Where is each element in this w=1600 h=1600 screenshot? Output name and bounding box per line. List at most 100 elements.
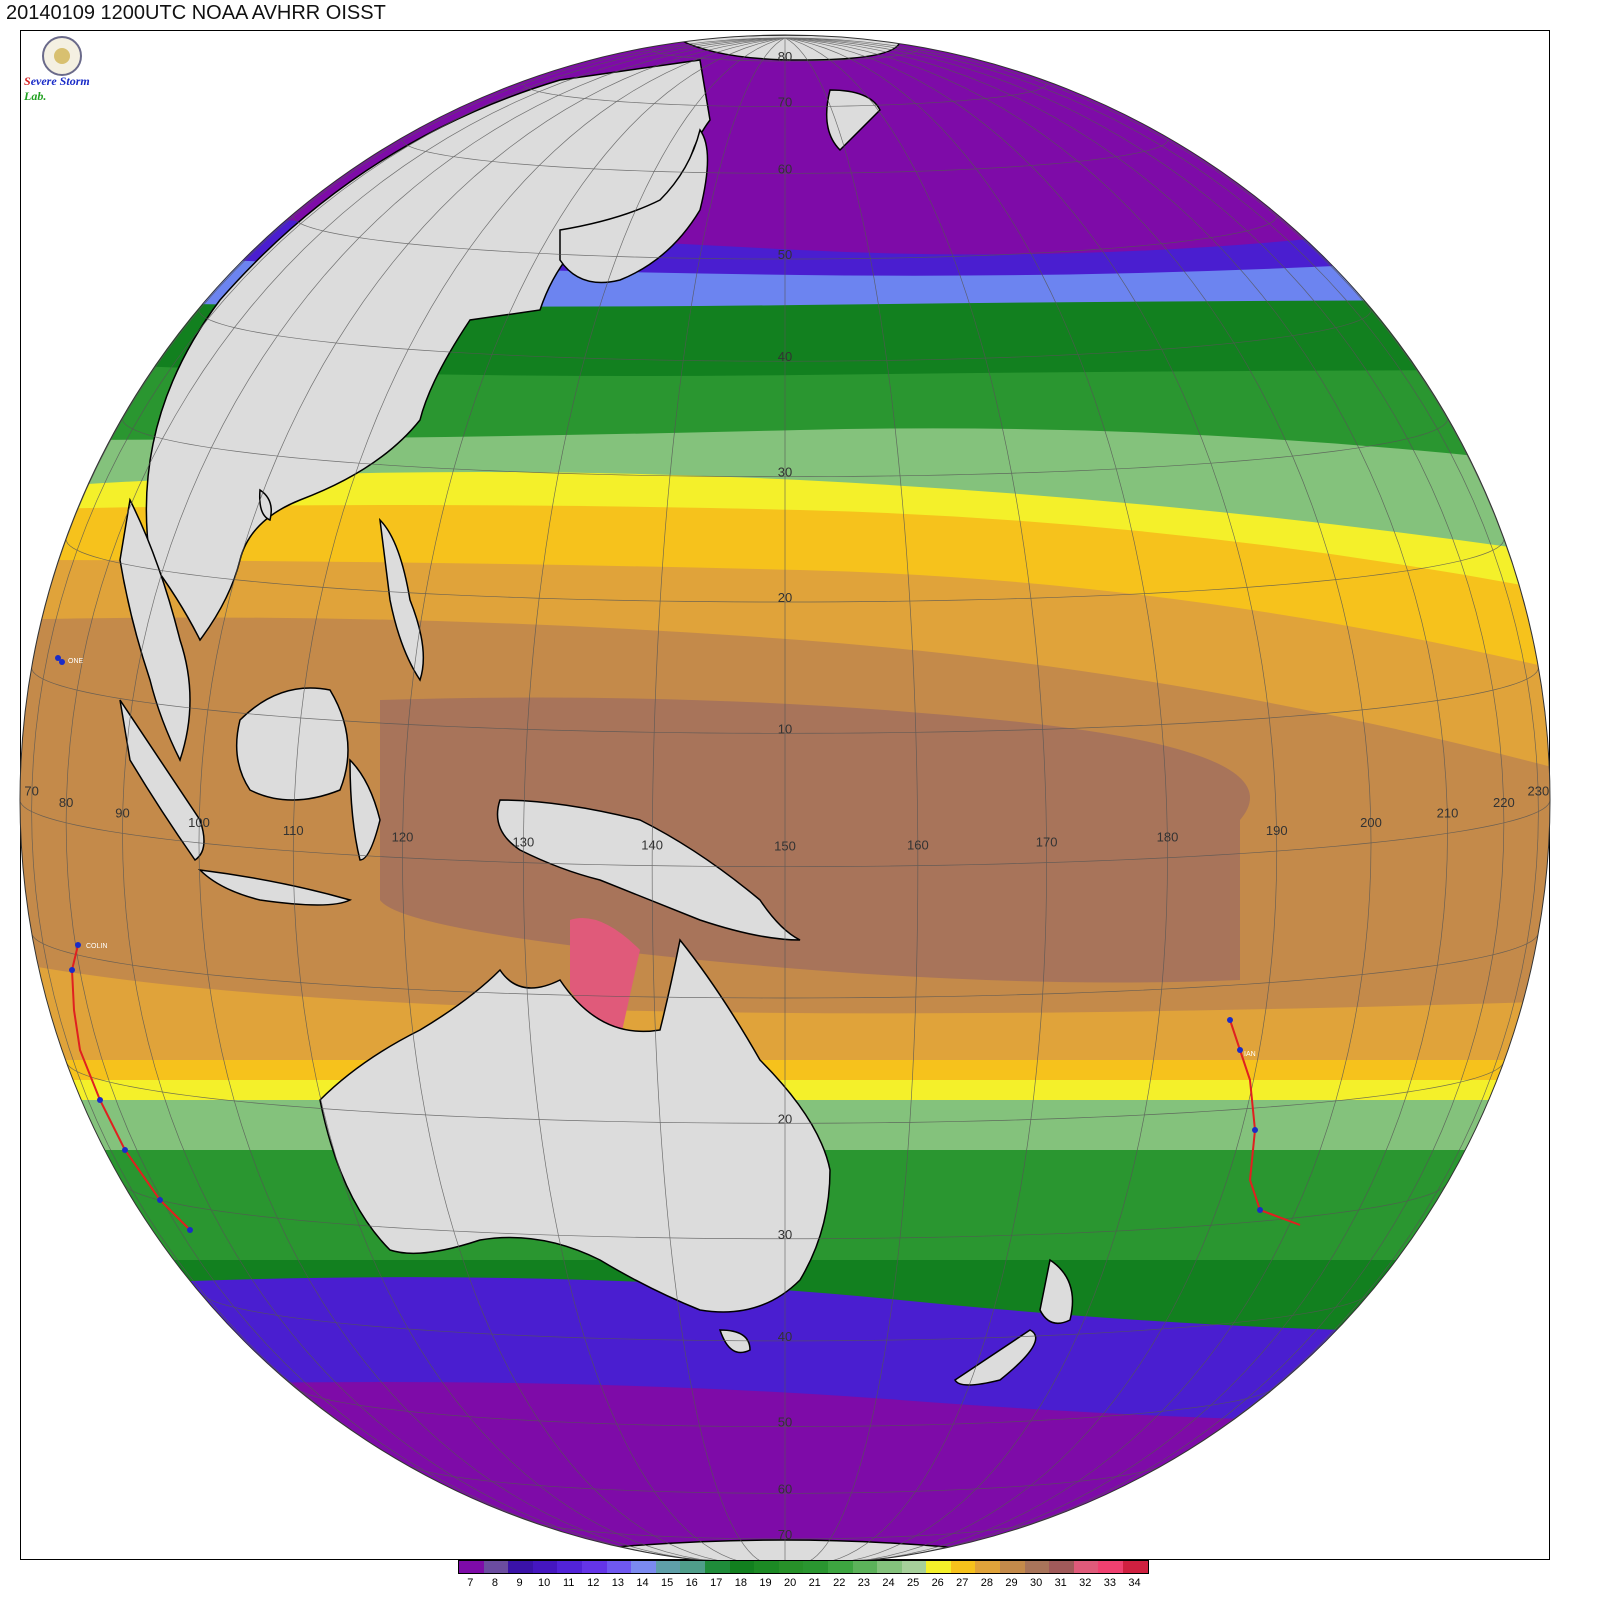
colorbar-swatch <box>606 1561 632 1573</box>
longitude-label: 100 <box>188 815 210 830</box>
graticule-line <box>123 1184 1447 1240</box>
colorbar-label: 9 <box>516 1577 523 1589</box>
graticule-line <box>651 37 786 1565</box>
colorbar-label: 13 <box>611 1577 625 1589</box>
graticule-line <box>65 37 786 1540</box>
storm-label-ian: IAN <box>1244 1051 1256 1058</box>
colorbar-label: 23 <box>857 1577 871 1589</box>
colorbar-swatch <box>1049 1561 1074 1573</box>
graticule-line <box>651 49 919 62</box>
graticule-line <box>784 37 1372 1561</box>
storm-label-one: ONE <box>68 658 84 665</box>
longitude-label: 230 <box>1528 784 1550 799</box>
indochina-peninsula <box>119 497 191 762</box>
latitude-label: 70 <box>778 95 792 110</box>
graticule-line <box>402 139 1168 174</box>
storm-tracks: ONE COLIN IAN <box>55 655 1301 1233</box>
taiwan-island <box>258 488 272 522</box>
new-zealand-south-island <box>954 1329 1037 1386</box>
colorbar-swatch <box>1098 1561 1124 1573</box>
java-island <box>197 868 353 906</box>
colorbar-swatch <box>1000 1561 1025 1573</box>
longitude-label: 180 <box>1157 830 1179 845</box>
graticule-line <box>122 418 1448 478</box>
longitude-label: 150 <box>774 839 796 854</box>
colorbar-label: 12 <box>587 1577 600 1589</box>
colorbar-label: 31 <box>1054 1577 1067 1589</box>
sst-band-31 <box>380 697 1250 983</box>
colorbar-swatch <box>901 1561 927 1573</box>
colorbar-label: 24 <box>882 1577 895 1589</box>
colorbar-label: 32 <box>1079 1577 1092 1589</box>
graticule-line <box>784 37 919 1565</box>
colorbar-label: 28 <box>980 1577 994 1589</box>
seal-icon <box>42 36 82 76</box>
graticule-line <box>292 37 786 1563</box>
kamchatka-peninsula <box>825 89 881 152</box>
new-zealand-north-island <box>1039 1258 1074 1325</box>
colorbar-swatch <box>508 1561 533 1573</box>
latitude-label: 70 <box>778 1527 792 1542</box>
latitude-label: 10 <box>778 721 792 736</box>
latitude-label: 50 <box>778 247 792 262</box>
longitude-label: 120 <box>392 830 414 845</box>
sst-colorbar-labels: 7 8 9 10 11 12 13 14 15 16 17 18 19 20 21 22 23 24 25 26 27 2… <box>458 1577 1140 1593</box>
colorbar-swatch <box>852 1561 878 1573</box>
colorbar-label: 21 <box>808 1577 821 1589</box>
latitude-label: 20 <box>778 590 792 605</box>
map-title: 20140109 1200UTC NOAA AVHRR OISST <box>6 2 386 24</box>
latitude-label: 60 <box>778 161 792 176</box>
graticule-line <box>784 37 1505 1540</box>
latitude-labels: 10 20 30 40 50 60 70 80 20 30 40 50 60 70 <box>778 49 792 1542</box>
graticule-line <box>66 1062 1504 1124</box>
longitude-label: 160 <box>907 838 929 853</box>
colorbar-swatch <box>1123 1561 1148 1573</box>
graticule-line <box>65 539 1505 603</box>
storm-track-ian-points <box>1227 1017 1263 1213</box>
colorbar-swatch <box>704 1561 730 1573</box>
philippines-islands <box>378 517 425 682</box>
colorbar-swatch <box>483 1561 509 1573</box>
new-guinea-island <box>496 799 801 941</box>
graticule-line <box>292 216 1278 260</box>
colorbar-label: 15 <box>660 1577 674 1589</box>
longitude-label: 110 <box>283 823 304 838</box>
colorbar-swatch <box>827 1561 853 1573</box>
longitude-label: 220 <box>1493 795 1515 810</box>
colorbar-label: 10 <box>537 1577 551 1589</box>
sumatra-island <box>119 699 205 862</box>
colorbar-label: 19 <box>759 1577 772 1589</box>
colorbar-label: 30 <box>1029 1577 1043 1589</box>
australia-continent <box>319 938 831 1313</box>
colorbar-label: 14 <box>636 1577 649 1589</box>
colorbar-swatch <box>950 1561 976 1573</box>
longitude-label: 70 <box>24 784 38 799</box>
graticule-line <box>20 799 1550 868</box>
latitude-label: 40 <box>778 1329 792 1344</box>
colorbar-swatch <box>532 1561 558 1573</box>
sst-band-32 <box>570 918 640 1040</box>
colorbar-label: 22 <box>833 1577 846 1589</box>
storm-track-colin <box>70 944 191 1231</box>
tasmania-island <box>718 1329 751 1354</box>
graticule-line <box>784 37 1278 1563</box>
longitude-labels: 70 80 90 100 110 120 130 140 150 160 170 180 190 200 2… <box>24 784 1549 854</box>
colorbar-swatch <box>803 1561 828 1573</box>
graticule-line <box>201 1294 1369 1342</box>
sst-colorbar <box>458 1560 1149 1574</box>
japan-islands <box>559 128 709 284</box>
colorbar-swatch <box>1024 1561 1050 1573</box>
graticule-line <box>31 37 786 1479</box>
storm-track-colin-points <box>69 942 193 1233</box>
colorbar-label: 11 <box>562 1577 575 1589</box>
graticule-line <box>784 37 1047 1565</box>
colorbar-swatch <box>459 1561 484 1573</box>
longitude-label: 170 <box>1036 835 1058 850</box>
colorbar-label: 7 <box>467 1577 474 1589</box>
colorbar-label: 33 <box>1103 1577 1117 1589</box>
colorbar-label: 29 <box>1005 1577 1018 1589</box>
colorbar-label: 18 <box>734 1577 748 1589</box>
colorbar-label: 8 <box>491 1577 498 1589</box>
storm-track-one-points <box>55 655 65 665</box>
